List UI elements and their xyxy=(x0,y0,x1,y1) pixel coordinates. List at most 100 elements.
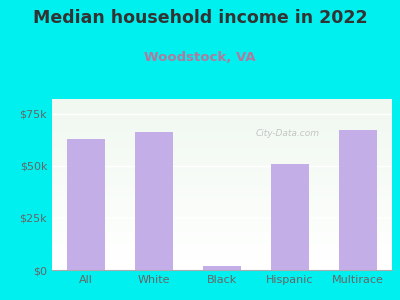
Bar xyxy=(271,164,309,270)
Bar xyxy=(52,160,392,162)
Bar xyxy=(52,171,392,172)
Bar xyxy=(52,231,392,233)
Bar xyxy=(52,128,392,130)
Bar xyxy=(52,267,392,268)
Bar xyxy=(52,195,392,197)
Bar xyxy=(52,133,392,135)
Bar xyxy=(52,217,392,219)
Bar xyxy=(52,183,392,184)
Bar xyxy=(52,210,392,212)
Bar xyxy=(52,196,392,198)
Text: Median household income in 2022: Median household income in 2022 xyxy=(33,9,367,27)
Bar xyxy=(52,184,392,186)
Bar xyxy=(52,106,392,108)
Bar xyxy=(52,186,392,188)
Bar xyxy=(52,190,392,191)
Bar xyxy=(52,224,392,226)
Bar xyxy=(52,130,392,131)
Bar xyxy=(52,239,392,241)
Bar xyxy=(52,246,392,248)
Bar xyxy=(52,198,392,200)
Bar xyxy=(52,203,392,205)
Bar xyxy=(52,193,392,195)
Bar xyxy=(52,125,392,126)
Bar xyxy=(52,174,392,176)
Bar xyxy=(52,140,392,142)
Bar xyxy=(52,251,392,253)
Bar xyxy=(52,157,392,159)
Bar xyxy=(52,131,392,133)
Bar xyxy=(52,222,392,224)
Bar xyxy=(52,135,392,136)
Bar xyxy=(52,212,392,214)
Bar xyxy=(52,166,392,167)
Bar xyxy=(52,150,392,152)
Bar xyxy=(52,126,392,128)
Bar xyxy=(52,116,392,118)
Bar xyxy=(52,113,392,114)
Bar xyxy=(52,108,392,109)
Bar xyxy=(52,244,392,246)
Bar xyxy=(52,214,392,215)
Bar xyxy=(339,130,377,270)
Text: City-Data.com: City-Data.com xyxy=(256,129,320,138)
Bar xyxy=(52,243,392,244)
Bar xyxy=(52,99,392,101)
Bar xyxy=(52,123,392,125)
Bar xyxy=(52,109,392,111)
Bar xyxy=(52,200,392,202)
Bar xyxy=(52,248,392,250)
Bar xyxy=(52,188,392,190)
Bar xyxy=(52,250,392,251)
Bar xyxy=(52,164,392,166)
Bar xyxy=(52,236,392,238)
Bar xyxy=(52,258,392,260)
Bar xyxy=(52,232,392,234)
Bar xyxy=(52,208,392,210)
Bar xyxy=(52,114,392,116)
Bar xyxy=(203,266,241,270)
Bar xyxy=(52,118,392,119)
Bar xyxy=(52,154,392,155)
Bar xyxy=(52,202,392,203)
Bar xyxy=(52,178,392,179)
Bar xyxy=(52,111,392,113)
Bar xyxy=(52,263,392,265)
Bar xyxy=(52,136,392,138)
Bar xyxy=(52,227,392,229)
Bar xyxy=(52,191,392,193)
Bar xyxy=(52,260,392,261)
Bar xyxy=(52,215,392,217)
Bar xyxy=(52,220,392,222)
Bar xyxy=(52,169,392,171)
Bar xyxy=(52,255,392,256)
Bar xyxy=(52,261,392,263)
Bar xyxy=(52,147,392,148)
Bar xyxy=(52,241,392,243)
Bar xyxy=(52,253,392,255)
Bar xyxy=(52,265,392,267)
Bar xyxy=(52,238,392,239)
Bar xyxy=(135,132,173,270)
Bar xyxy=(52,143,392,145)
Bar xyxy=(52,142,392,143)
Bar xyxy=(52,256,392,258)
Bar xyxy=(52,148,392,150)
Bar xyxy=(52,234,392,236)
Bar xyxy=(52,121,392,123)
Bar xyxy=(52,181,392,183)
Bar xyxy=(52,138,392,140)
Bar xyxy=(52,219,392,220)
Bar xyxy=(52,155,392,157)
Bar xyxy=(52,102,392,104)
Bar xyxy=(52,172,392,174)
Bar xyxy=(52,207,392,208)
Bar xyxy=(52,226,392,227)
Bar xyxy=(52,167,392,169)
Bar xyxy=(52,104,392,106)
Bar xyxy=(52,101,392,102)
Bar xyxy=(52,162,392,164)
Text: Woodstock, VA: Woodstock, VA xyxy=(144,51,256,64)
Bar xyxy=(52,159,392,160)
Bar xyxy=(52,229,392,231)
